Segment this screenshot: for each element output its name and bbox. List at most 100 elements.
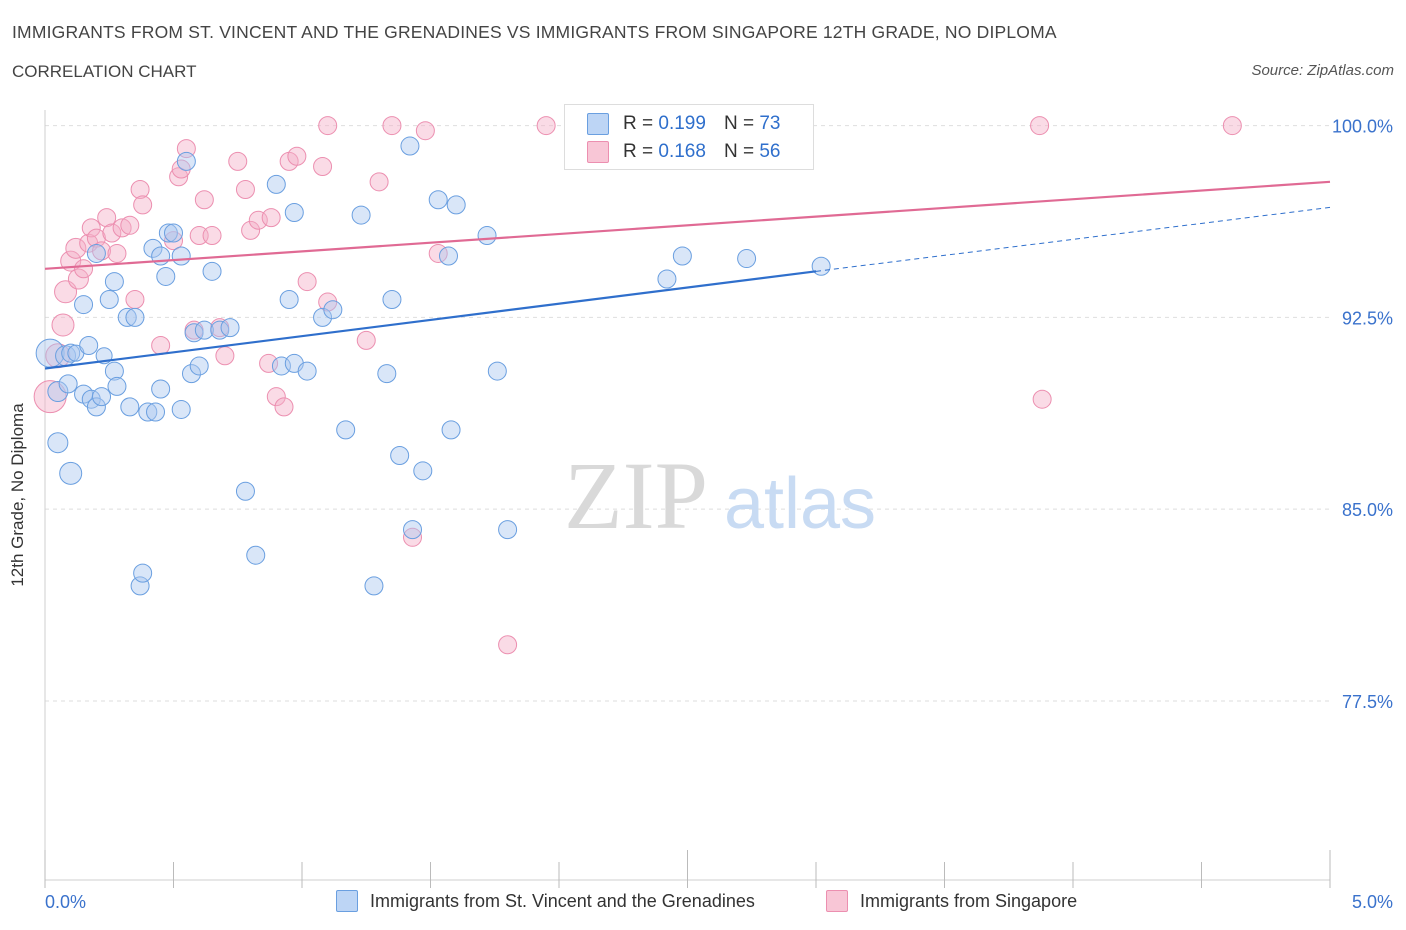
scatter-point-pink xyxy=(120,215,140,235)
scatter-point-blue xyxy=(79,336,99,356)
scatter-point-blue xyxy=(246,545,266,565)
scatter-point-pink xyxy=(112,218,132,238)
scatter-point-blue xyxy=(104,361,124,381)
x-tick-label-max: 5.0% xyxy=(1352,892,1393,912)
scatter-point-pink xyxy=(125,289,145,309)
scatter-point-blue xyxy=(158,223,178,243)
scatter-point-blue xyxy=(279,289,299,309)
legend-swatch-blue xyxy=(587,113,609,135)
scatter-point-pink xyxy=(403,527,423,547)
scatter-point-pink xyxy=(74,259,94,279)
scatter-point-blue xyxy=(284,203,304,223)
scatter-point-pink xyxy=(382,116,402,136)
scatter-point-pink xyxy=(1032,389,1052,409)
legend-r-label-blue: R = xyxy=(623,113,654,134)
scatter-point-blue xyxy=(441,420,461,440)
scatter-point-blue xyxy=(130,576,150,596)
trend-lines xyxy=(44,180,1331,370)
scatter-point-pink xyxy=(169,167,189,187)
scatter-point-pink xyxy=(86,228,106,248)
scatter-point-pink xyxy=(51,313,75,337)
source-label: Source: ZipAtlas.com xyxy=(1251,62,1394,79)
y-tick-label: 92.5% xyxy=(1342,308,1393,328)
watermark: ZIP atlas xyxy=(564,442,876,549)
scatter-point-blue xyxy=(446,195,466,215)
scatter-point-pink xyxy=(356,330,376,350)
grid-lines xyxy=(45,125,1330,702)
scatter-point-blue xyxy=(143,238,163,258)
scatter-point-pink xyxy=(235,180,255,200)
scatter-point-blue xyxy=(438,246,458,266)
scatter-point-pink xyxy=(369,172,389,192)
scatter-point-blue xyxy=(164,223,183,243)
scatter-point-pink xyxy=(313,156,333,176)
scatter-point-blue xyxy=(61,343,81,363)
bottom-legend-blue: Immigrants from St. Vincent and the Gren… xyxy=(336,890,755,912)
scatter-point-blue xyxy=(351,205,371,225)
scatter-point-blue xyxy=(400,136,420,156)
scatter-point-blue xyxy=(133,563,153,583)
scatter-point-blue xyxy=(58,374,78,394)
y-tick-label: 77.5% xyxy=(1342,692,1393,712)
scatter-point-pink xyxy=(194,190,214,210)
scatter-point-blue xyxy=(657,269,677,289)
scatter-point-pink xyxy=(202,226,222,246)
series-st-vincent-points xyxy=(35,136,831,596)
bottom-legend-label-blue: Immigrants from St. Vincent and the Gren… xyxy=(370,890,755,911)
scatter-point-blue xyxy=(117,307,137,327)
scatter-point-blue xyxy=(171,246,191,266)
scatter-point-pink xyxy=(498,635,518,655)
scatter-point-pink xyxy=(261,208,281,228)
scatter-point-blue xyxy=(107,376,127,396)
scatter-point-pink xyxy=(536,116,556,136)
legend-n-label-pink: N = xyxy=(723,141,755,162)
scatter-point-pink xyxy=(274,397,294,417)
scatter-point-pink xyxy=(228,151,248,171)
scatter-point-blue xyxy=(156,266,176,286)
bottom-legend-pink: Immigrants from Singapore xyxy=(826,890,1077,912)
legend-n-label-blue: N = xyxy=(723,113,755,134)
scatter-point-pink xyxy=(92,241,112,261)
scatter-point-blue xyxy=(477,226,497,246)
scatter-point-blue xyxy=(428,190,448,210)
chart-subtitle: CORRELATION CHART xyxy=(12,62,197,81)
scatter-point-pink xyxy=(107,243,127,263)
scatter-point-pink xyxy=(102,223,122,243)
axes xyxy=(44,110,1331,888)
trend-line-blue xyxy=(44,270,817,370)
scatter-point-blue xyxy=(737,249,757,269)
watermark-atlas: atlas xyxy=(724,464,876,544)
scatter-point-pink xyxy=(287,146,307,166)
scatter-point-blue xyxy=(146,402,166,422)
bottom-legend-swatch-pink xyxy=(826,890,848,912)
scatter-point-blue xyxy=(74,295,94,315)
scatter-point-blue xyxy=(151,379,171,399)
series-singapore-points xyxy=(33,116,1242,655)
legend-r-value-pink: 0.168 xyxy=(658,141,706,162)
scatter-point-blue xyxy=(99,289,119,309)
legend-r-value-blue: 0.199 xyxy=(658,113,706,134)
bottom-legend-label-pink: Immigrants from Singapore xyxy=(860,890,1078,911)
scatter-point-blue xyxy=(672,246,692,266)
scatter-point-blue xyxy=(194,320,214,340)
scatter-point-blue xyxy=(47,381,69,403)
scatter-point-blue xyxy=(181,364,201,384)
scatter-point-blue xyxy=(364,576,384,596)
scatter-point-pink xyxy=(241,220,261,240)
scatter-point-blue xyxy=(811,256,831,276)
scatter-point-blue xyxy=(498,520,518,540)
correlation-legend: R = 0.199 N = 73 R = 0.168 N = 56 xyxy=(564,104,814,170)
scatter-point-blue xyxy=(86,243,106,263)
scatter-point-pink xyxy=(81,218,101,238)
scatter-point-blue xyxy=(390,445,410,465)
scatter-point-pink xyxy=(151,336,171,356)
tick-labels: 100.0% 92.5% 85.0% 77.5% 0.0% 5.0% xyxy=(45,117,1393,912)
scatter-point-blue xyxy=(220,318,240,338)
scatter-point-blue xyxy=(47,432,69,454)
scatter-point-pink xyxy=(215,346,235,366)
legend-row-blue: R = 0.199 N = 73 xyxy=(587,113,780,135)
scatter-point-blue xyxy=(92,387,112,407)
trend-line-blue-extension xyxy=(815,206,1331,272)
scatter-point-blue xyxy=(59,461,83,485)
scatter-point-pink xyxy=(65,237,87,259)
